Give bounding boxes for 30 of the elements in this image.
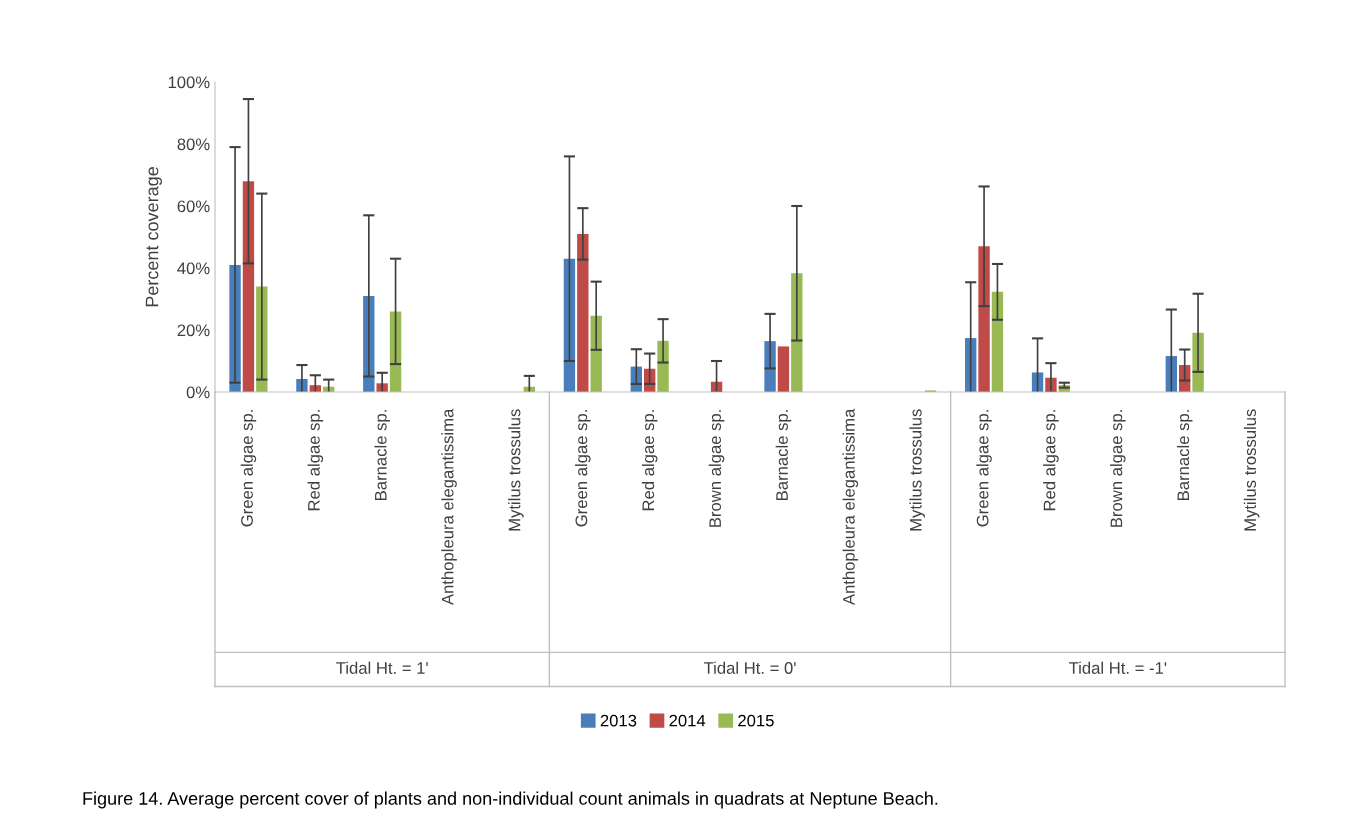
y-tick-label: 40%	[177, 262, 210, 275]
x-tick-label: Barnacle sp.	[1176, 410, 1193, 500]
y-tick-label: 20%	[177, 324, 210, 337]
x-tick-label: Red algae sp.	[1043, 410, 1059, 511]
text: Tidal Ht. = -1'	[1068, 661, 1167, 674]
text: Tidal Ht. = 0'	[703, 661, 796, 674]
x-tick-label: Anthopleura elegantissima	[842, 408, 859, 606]
x-tick-label: Green algae sp.	[575, 410, 591, 527]
x-tick-label: Mytilus trossulus	[909, 409, 925, 531]
x-tick-label: Barnacle sp.	[374, 410, 390, 500]
x-tick-label: Brown algae sp.	[1110, 410, 1126, 527]
x-tick-label: Green algae sp.	[240, 410, 257, 527]
x-tick-label: Mytilus trossulus	[1243, 409, 1260, 531]
y-tick-label: 60%	[177, 200, 210, 213]
x-tick-label: Barnacle sp.	[775, 410, 792, 500]
caption: Figure 14. Average percent cover of plants and non-individual count animals in quadrats at Neptune Beach.	[83, 791, 938, 809]
text: Tidal Ht. = 1'	[336, 661, 428, 674]
legend-label: 2015	[738, 714, 774, 727]
y-tick-label: 80%	[177, 138, 210, 151]
x-tick-label: Mytilus trossulus	[508, 409, 524, 531]
x-tick-label: Brown algae sp.	[708, 410, 725, 527]
x-tick-label: Red algae sp.	[641, 410, 658, 511]
x-tick-label: Green algae sp.	[976, 410, 992, 527]
x-tick-label: Red algae sp.	[307, 410, 324, 511]
legend-label: 2014	[669, 714, 706, 727]
x-tick-label: Anthopleura elegantissima	[441, 408, 457, 606]
legend-label: 2013	[600, 714, 637, 727]
y-tick-label: 0%	[186, 386, 210, 399]
y-axis-title: Percent coverage	[145, 167, 162, 307]
y-tick-label: 100%	[168, 76, 210, 89]
